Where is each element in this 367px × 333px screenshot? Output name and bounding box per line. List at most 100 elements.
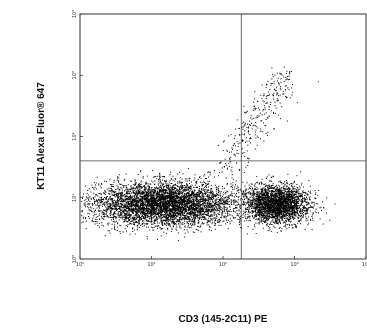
event-dot (159, 207, 161, 209)
event-dot (201, 184, 203, 186)
event-dot (86, 197, 88, 199)
event-dot (190, 215, 192, 217)
event-dot (231, 174, 233, 176)
event-dot (189, 198, 190, 200)
event-dot (192, 219, 193, 220)
event-dot (249, 187, 251, 189)
event-dot (122, 207, 124, 208)
event-dot (109, 209, 111, 211)
event-dot (224, 201, 226, 203)
event-dot (114, 203, 116, 205)
event-dot (123, 194, 125, 196)
event-dot (213, 210, 215, 212)
event-dot (196, 198, 198, 200)
event-dot (172, 185, 174, 187)
event-dot (242, 199, 244, 201)
event-dot (189, 207, 191, 209)
event-dot (144, 203, 146, 205)
event-dot (138, 201, 140, 203)
event-dot (136, 202, 138, 204)
event-dot (143, 209, 145, 211)
event-dot (145, 183, 147, 185)
event-dot (164, 204, 166, 206)
event-dot (170, 201, 172, 203)
event-dot (187, 186, 189, 188)
event-dot (142, 191, 144, 193)
event-dot (245, 207, 247, 209)
event-dot (128, 212, 130, 214)
event-dot (132, 210, 134, 211)
event-dot (112, 201, 114, 203)
event-dot (193, 221, 195, 223)
event-dot (200, 213, 202, 214)
event-dot (207, 199, 209, 201)
event-dot (143, 209, 145, 210)
event-dot (130, 209, 132, 211)
event-dot (125, 195, 127, 197)
event-dot (159, 227, 161, 229)
event-dot (146, 175, 148, 177)
event-dot (186, 221, 188, 223)
event-dot (156, 208, 158, 209)
event-dot (207, 212, 209, 214)
event-dot (187, 213, 189, 215)
event-dot (174, 200, 176, 202)
event-dot (199, 214, 201, 215)
event-dot (194, 203, 196, 205)
event-dot (195, 205, 196, 207)
event-dot (146, 223, 148, 225)
event-dot (132, 203, 134, 205)
event-dot (119, 232, 121, 234)
event-dot (125, 208, 127, 210)
event-dot (175, 199, 177, 201)
event-dot (157, 190, 159, 192)
event-dot (96, 203, 98, 205)
event-dot (89, 196, 91, 198)
event-dot (226, 210, 228, 212)
event-dot (219, 199, 221, 201)
event-dot (209, 229, 211, 231)
event-dot (88, 209, 90, 211)
event-dot (165, 205, 167, 207)
event-dot (234, 208, 236, 209)
event-dot (202, 219, 204, 220)
event-dot (106, 197, 108, 199)
event-dot (142, 223, 143, 225)
event-dot (220, 200, 222, 202)
event-dot (89, 200, 91, 202)
event-dot (215, 202, 217, 204)
event-dot (220, 197, 222, 199)
event-dot (132, 218, 134, 220)
event-dot (239, 218, 241, 220)
event-dot (168, 181, 170, 183)
event-dot (117, 188, 119, 190)
event-dot (115, 208, 117, 210)
event-dot (141, 211, 143, 213)
event-dot (163, 219, 165, 221)
event-dot (193, 197, 195, 198)
event-dot (158, 188, 160, 190)
event-dot (149, 229, 151, 231)
event-dot (195, 193, 197, 195)
event-dot (192, 201, 194, 203)
event-dot (165, 206, 166, 208)
event-dot (122, 211, 123, 213)
event-dot (172, 218, 174, 220)
event-dot (118, 201, 119, 203)
event-dot (191, 210, 193, 212)
event-dot (198, 195, 200, 196)
event-dot (154, 199, 156, 200)
event-dot (187, 191, 189, 193)
event-dot (194, 207, 196, 209)
event-dot (213, 195, 215, 197)
event-dot (124, 215, 126, 216)
event-dot (124, 200, 125, 202)
event-dot (242, 214, 244, 216)
event-dot (86, 196, 87, 198)
event-dot (180, 197, 182, 198)
event-dot (160, 213, 161, 215)
event-dot (246, 182, 248, 184)
event-dot (205, 184, 207, 186)
event-dot (88, 188, 90, 190)
event-dot (136, 215, 138, 217)
